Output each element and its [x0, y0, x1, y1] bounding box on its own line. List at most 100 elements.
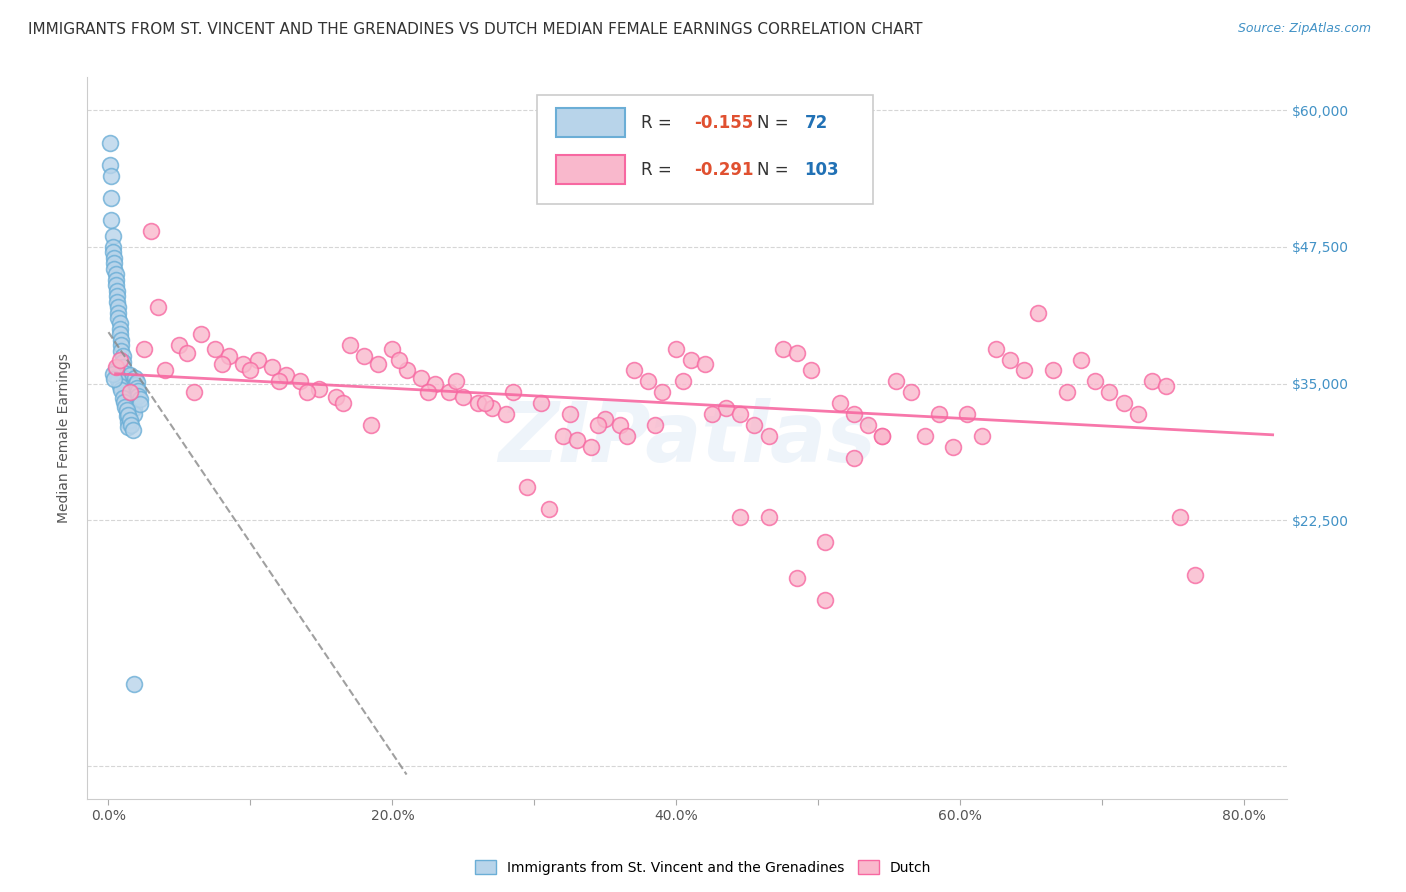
Point [870, 429, 893, 443]
Point [121, 396, 143, 410]
Point [1056, 385, 1078, 400]
Point [758, 429, 780, 443]
Point [112, 366, 135, 380]
Point [446, 375, 468, 389]
Point [108, 322, 131, 336]
Point [1042, 363, 1064, 377]
Point [120, 378, 142, 392]
Text: Source: ZipAtlas.com: Source: ZipAtlas.com [1237, 22, 1371, 36]
Point [1170, 510, 1192, 524]
Point [814, 535, 837, 549]
Point [928, 407, 950, 421]
Point [588, 418, 610, 433]
Text: R =: R = [641, 161, 678, 178]
Point [1112, 396, 1135, 410]
Point [103, 251, 125, 265]
Point [117, 420, 139, 434]
Point [381, 342, 404, 356]
Point [353, 349, 375, 363]
Text: N =: N = [756, 114, 793, 132]
Point [595, 411, 617, 425]
Point [114, 392, 136, 407]
Text: ZIPatlas: ZIPatlas [498, 398, 876, 479]
Point [100, 191, 122, 205]
Point [800, 363, 823, 377]
Point [423, 376, 446, 391]
Point [120, 418, 142, 433]
Point [288, 375, 311, 389]
Point [395, 363, 418, 377]
Point [105, 368, 128, 383]
Point [204, 342, 226, 356]
Point [107, 305, 129, 319]
Point [118, 368, 141, 382]
Text: N =: N = [756, 161, 793, 178]
Point [672, 375, 695, 389]
Point [110, 333, 132, 347]
Point [409, 371, 432, 385]
Point [551, 429, 574, 443]
Point [104, 273, 127, 287]
Text: 103: 103 [804, 161, 839, 178]
Point [118, 375, 141, 389]
Point [127, 389, 149, 403]
Point [114, 382, 136, 396]
Point [772, 342, 794, 356]
Point [118, 385, 141, 400]
Point [914, 429, 936, 443]
Point [190, 327, 212, 342]
Point [114, 400, 136, 414]
Text: 72: 72 [804, 114, 828, 132]
Point [104, 360, 127, 375]
Point [211, 357, 233, 371]
Point [108, 352, 131, 367]
Point [814, 593, 837, 607]
Point [637, 375, 659, 389]
Point [339, 338, 361, 352]
Point [110, 343, 132, 358]
Point [728, 510, 751, 524]
Point [218, 349, 240, 363]
Point [239, 363, 262, 377]
Point [260, 360, 283, 375]
Point [115, 402, 138, 417]
Point [297, 385, 319, 400]
Point [121, 390, 143, 404]
Point [121, 423, 143, 437]
Point [117, 409, 139, 423]
Point [101, 229, 124, 244]
Point [107, 373, 129, 387]
Point [842, 450, 865, 465]
Point [232, 357, 254, 371]
Point [103, 261, 125, 276]
Legend: Immigrants from St. Vincent and the Grenadines, Dutch: Immigrants from St. Vincent and the Gren… [470, 855, 936, 880]
Point [516, 480, 538, 494]
Point [565, 434, 588, 448]
Point [139, 223, 162, 237]
Point [111, 360, 134, 375]
Point [616, 429, 638, 443]
Point [360, 418, 382, 433]
Point [117, 415, 139, 429]
Point [530, 396, 553, 410]
Point [112, 376, 135, 391]
Point [700, 407, 723, 421]
Point [125, 376, 148, 390]
Point [125, 381, 148, 395]
Point [115, 404, 138, 418]
Point [100, 212, 122, 227]
Point [998, 352, 1021, 367]
Point [111, 355, 134, 369]
Point [124, 377, 146, 392]
Point [558, 407, 581, 421]
Point [956, 407, 979, 421]
Point [104, 267, 127, 281]
Point [110, 383, 132, 397]
Point [437, 385, 460, 400]
Point [644, 418, 666, 433]
Point [128, 397, 150, 411]
Text: IMMIGRANTS FROM ST. VINCENT AND THE GRENADINES VS DUTCH MEDIAN FEMALE EARNINGS C: IMMIGRANTS FROM ST. VINCENT AND THE GREN… [28, 22, 922, 37]
Point [101, 240, 124, 254]
Text: -0.155: -0.155 [695, 114, 754, 132]
Point [786, 346, 808, 360]
